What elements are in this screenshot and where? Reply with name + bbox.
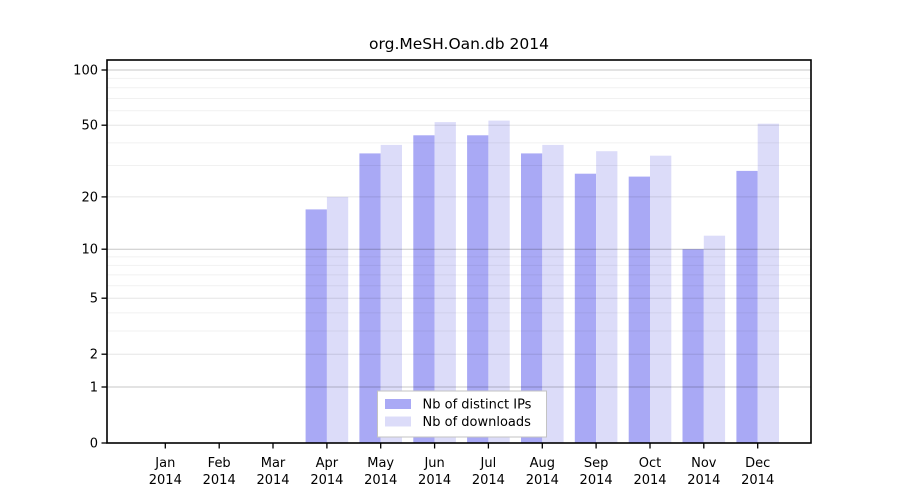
bar-downloads-jun	[434, 122, 456, 443]
bar-downloads-nov	[703, 235, 726, 443]
bar-downloads-sep	[596, 151, 618, 443]
x-tick-label-month-apr: Apr	[316, 456, 339, 471]
y-tick-label-100: 100	[73, 64, 98, 79]
y-tick-label-0: 0	[90, 437, 98, 452]
x-tick-label-month-feb: Feb	[208, 456, 231, 471]
legend-label-ips: Nb of distinct IPs	[423, 398, 532, 413]
bar-downloads-dec	[757, 123, 779, 443]
bar-ips-dec	[736, 170, 758, 443]
y-tick-label-20: 20	[81, 190, 98, 205]
bar-ips-nov	[682, 249, 704, 443]
bar-downloads-apr	[326, 196, 349, 443]
x-tick-label-month-jul: Jul	[480, 456, 497, 471]
legend-swatch-ips	[385, 399, 411, 409]
y-tick-label-5: 5	[90, 292, 98, 307]
bar-downloads-jul	[488, 120, 510, 443]
chart-title: org.MeSH.Oan.db 2014	[369, 35, 549, 53]
bar-ips-apr	[305, 209, 327, 443]
x-tick-label-year-mar: 2014	[256, 473, 289, 488]
x-tick-label-year-nov: 2014	[687, 473, 720, 488]
x-tick-label-year-jan: 2014	[149, 473, 182, 488]
y-tick-label-1: 1	[90, 381, 98, 396]
x-tick-label-year-apr: 2014	[310, 473, 343, 488]
x-tick-label-month-jan: Jan	[154, 456, 175, 471]
x-tick-label-year-dec: 2014	[741, 473, 774, 488]
bar-ips-may	[359, 153, 381, 443]
x-tick-label-month-may: May	[367, 456, 394, 471]
bar-ips-jul	[467, 135, 489, 444]
x-tick-label-month-dec: Dec	[745, 456, 770, 471]
bar-ips-oct	[628, 176, 650, 443]
x-tick-label-month-jun: Jun	[423, 456, 444, 471]
plot-border	[106, 59, 812, 444]
x-tick-label-year-sep: 2014	[580, 473, 613, 488]
y-tick-label-50: 50	[81, 119, 98, 134]
bar-ips-jun	[413, 135, 435, 444]
x-tick-label-month-sep: Sep	[584, 456, 609, 471]
bar-downloads-may	[380, 144, 402, 443]
x-tick-label-year-may: 2014	[364, 473, 397, 488]
bar-downloads-aug	[542, 144, 564, 443]
x-tick-label-month-mar: Mar	[261, 456, 286, 471]
x-tick-label-year-aug: 2014	[526, 473, 559, 488]
x-tick-label-month-oct: Oct	[639, 456, 661, 471]
legend-box	[377, 390, 547, 438]
bar-downloads-oct	[650, 155, 672, 443]
x-tick-label-month-nov: Nov	[691, 456, 717, 471]
x-tick-label-month-aug: Aug	[530, 456, 555, 471]
bar-ips-aug	[521, 153, 543, 443]
x-tick-label-year-jul: 2014	[472, 473, 505, 488]
y-tick-label-2: 2	[90, 348, 98, 363]
x-tick-label-year-jun: 2014	[418, 473, 451, 488]
legend-swatch-downloads	[385, 416, 411, 427]
bar-ips-sep	[574, 173, 597, 443]
y-tick-label-10: 10	[81, 243, 98, 258]
x-tick-label-year-feb: 2014	[203, 473, 236, 488]
legend-label-downloads: Nb of downloads	[423, 415, 532, 430]
x-tick-label-year-oct: 2014	[633, 473, 666, 488]
